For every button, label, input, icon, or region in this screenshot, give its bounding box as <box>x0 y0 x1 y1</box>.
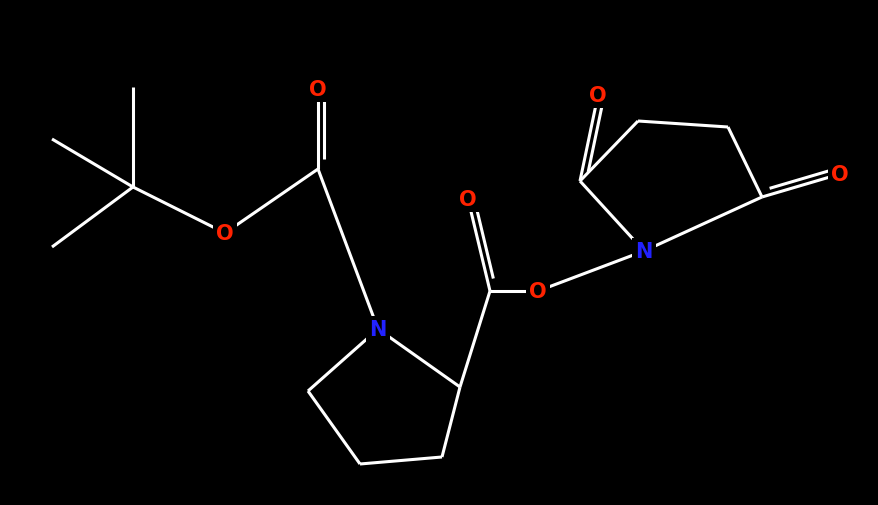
Text: O: O <box>529 281 546 301</box>
Text: N: N <box>635 241 652 262</box>
Text: O: O <box>216 224 234 243</box>
Text: O: O <box>309 80 327 100</box>
Text: N: N <box>369 319 386 339</box>
Text: O: O <box>831 165 848 185</box>
Text: O: O <box>588 86 606 106</box>
Text: O: O <box>458 189 476 210</box>
